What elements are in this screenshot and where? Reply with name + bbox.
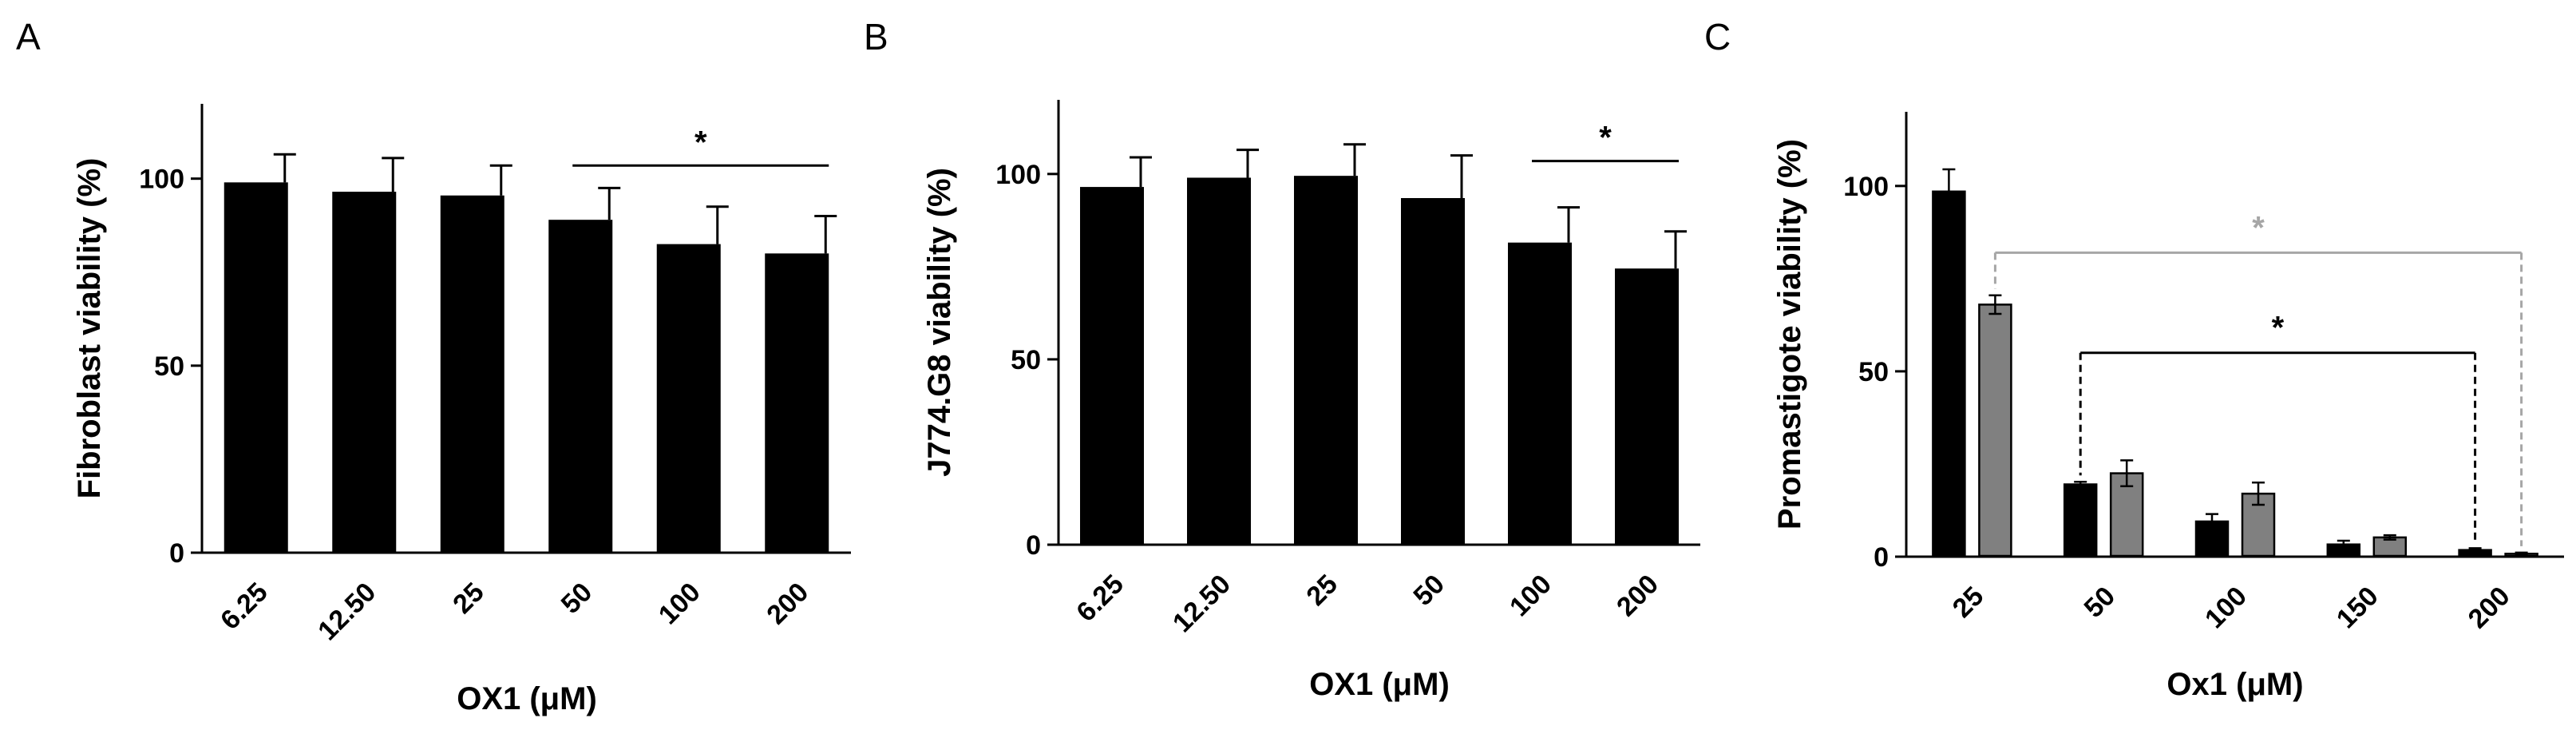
x-tick-label: 25	[1947, 581, 1990, 624]
x-tick-label: 50	[2079, 581, 2122, 624]
significance-star: *	[694, 125, 707, 160]
bar	[1187, 177, 1251, 544]
bar	[1294, 176, 1358, 544]
significance-star: *	[1599, 121, 1612, 156]
significance-star: *	[2272, 311, 2285, 346]
x-tick-label: 6.25	[1070, 569, 1130, 628]
bar	[1401, 198, 1465, 545]
y-tick-label: 0	[169, 538, 184, 569]
x-axis-title: OX1 (μM)	[457, 681, 597, 716]
x-tick-label: 100	[653, 577, 706, 630]
y-tick-label: 100	[139, 165, 184, 195]
y-tick-label: 100	[995, 160, 1041, 190]
significance-star: *	[2252, 210, 2265, 245]
panel-c: C 0 50 100 25 50 100 150 200 * * Promastigote viab…	[1704, 16, 2564, 702]
panel-letter-b: B	[864, 16, 888, 58]
x-tick-label: 200	[2463, 581, 2516, 634]
bar	[2063, 483, 2098, 557]
y-axis-title: Promastigote viability (%)	[1772, 139, 1807, 530]
x-tick-label: 100	[1504, 569, 1557, 622]
bar	[1508, 242, 1572, 544]
bar	[440, 195, 505, 552]
y-tick-label: 50	[1858, 357, 1889, 387]
x-tick-label: 25	[447, 577, 490, 620]
bar	[765, 253, 829, 552]
x-tick-label: 50	[556, 577, 599, 620]
bar	[656, 244, 721, 552]
y-tick-label: 50	[1011, 345, 1041, 375]
x-tick-label: 12.50	[1167, 569, 1237, 638]
x-tick-label: 200	[761, 577, 814, 630]
bar	[1932, 190, 1966, 557]
bar-chart-c: 0 50 100 25 50 100 150 200 * * Promastigote viabil…	[1772, 112, 2564, 702]
bar	[1978, 304, 2012, 557]
bar	[1615, 268, 1679, 544]
x-tick-label: 12.50	[312, 577, 382, 646]
x-axis-title: Ox1 (μM)	[2166, 667, 2303, 702]
x-tick-label: 6.25	[215, 577, 274, 636]
bar	[1080, 187, 1144, 544]
bar	[332, 192, 397, 552]
x-tick-label: 150	[2331, 581, 2384, 634]
y-tick-label: 50	[154, 351, 184, 382]
y-tick-label: 100	[1843, 172, 1889, 202]
x-tick-label: 100	[2199, 581, 2253, 634]
panel-letter-a: A	[16, 16, 41, 58]
panel-a: A 0 50 100 6.25 12.50 25 50 100 200 * Fibroblast v…	[16, 16, 851, 716]
bar-chart-a: 0 50 100 6.25 12.50 25 50 100 200 * Fibroblast via…	[72, 104, 851, 716]
y-tick-label: 0	[1874, 542, 1889, 573]
y-axis-title: Fibroblast viability (%)	[72, 158, 107, 499]
bar-chart-b: 0 50 100 6.25 12.50 25 50 100 200 * J774.G8 viabil…	[922, 100, 1700, 702]
x-axis-title: OX1 (μM)	[1309, 667, 1450, 702]
bar	[548, 220, 613, 552]
x-tick-label: 50	[1407, 569, 1450, 612]
panel-letter-c: C	[1704, 16, 1731, 58]
y-axis-title: J774.G8 viability (%)	[922, 168, 957, 477]
panel-b: B 0 50 100 6.25 12.50 25 50 100 200 * J774.G8 viab…	[864, 16, 1700, 702]
x-tick-label: 25	[1300, 569, 1343, 612]
x-tick-label: 200	[1611, 569, 1664, 622]
y-tick-label: 0	[1026, 530, 1041, 561]
bar	[224, 182, 288, 552]
